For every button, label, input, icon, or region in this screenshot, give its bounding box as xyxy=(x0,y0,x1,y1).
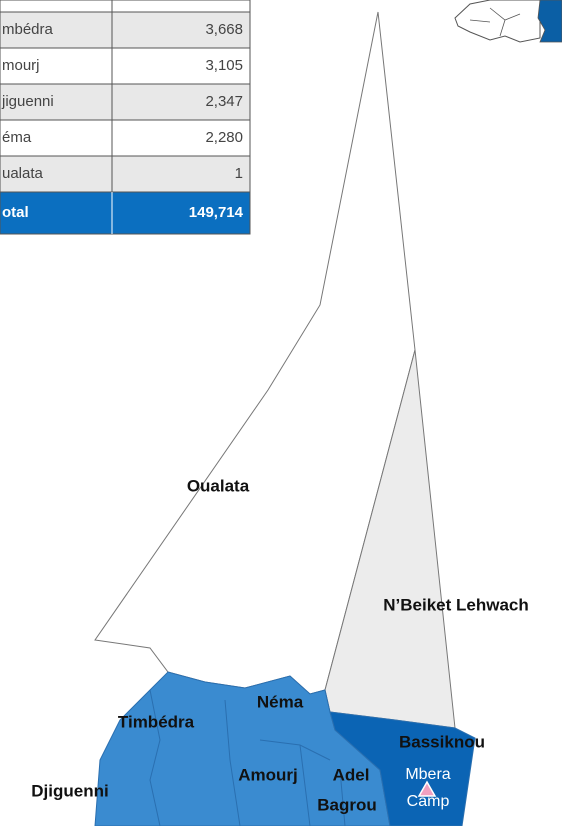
region-label: Amourj xyxy=(238,765,298,784)
region-borders xyxy=(149,689,346,826)
table-cell: jiguenni xyxy=(1,93,54,110)
table-total: otal xyxy=(2,204,29,221)
region-label: Bagrou xyxy=(317,795,377,814)
table-cell: mourj xyxy=(2,57,40,74)
camp-label: Mbera xyxy=(405,766,450,783)
table: mbédra 3,668 mourj 3,105 jiguenni 2,347 éma 2,2… xyxy=(0,0,251,235)
table-row xyxy=(0,119,251,157)
table-row xyxy=(0,83,251,121)
table-row xyxy=(0,155,251,193)
table-cell: mbédra xyxy=(2,21,54,38)
region-label: Adel xyxy=(333,765,370,784)
table-cell: 3,668 xyxy=(205,21,243,38)
table-cell: 2,347 xyxy=(205,93,243,110)
region-label: Néma xyxy=(257,692,304,711)
inset-map xyxy=(454,0,562,43)
region-label: Bassiknou xyxy=(399,732,485,751)
table-cell: éma xyxy=(2,129,32,146)
region-label: Oualata xyxy=(187,476,250,495)
region-label: Timbédra xyxy=(118,712,195,731)
table-cell: 3,105 xyxy=(205,57,243,74)
camp-icon xyxy=(417,780,437,797)
region-label: Djiguenni xyxy=(31,781,108,800)
table-row xyxy=(0,0,251,13)
table-total: 149,714 xyxy=(189,204,244,221)
table-cell: 2,280 xyxy=(205,129,243,146)
table-row xyxy=(0,11,251,49)
table-cell: 1 xyxy=(235,165,243,182)
bassiknou-region xyxy=(329,711,476,826)
table-total-row xyxy=(0,191,251,235)
table-cell: ualata xyxy=(2,165,44,182)
region-label: N’Beiket Lehwach xyxy=(383,595,529,614)
camp-label: Camp xyxy=(407,793,450,810)
